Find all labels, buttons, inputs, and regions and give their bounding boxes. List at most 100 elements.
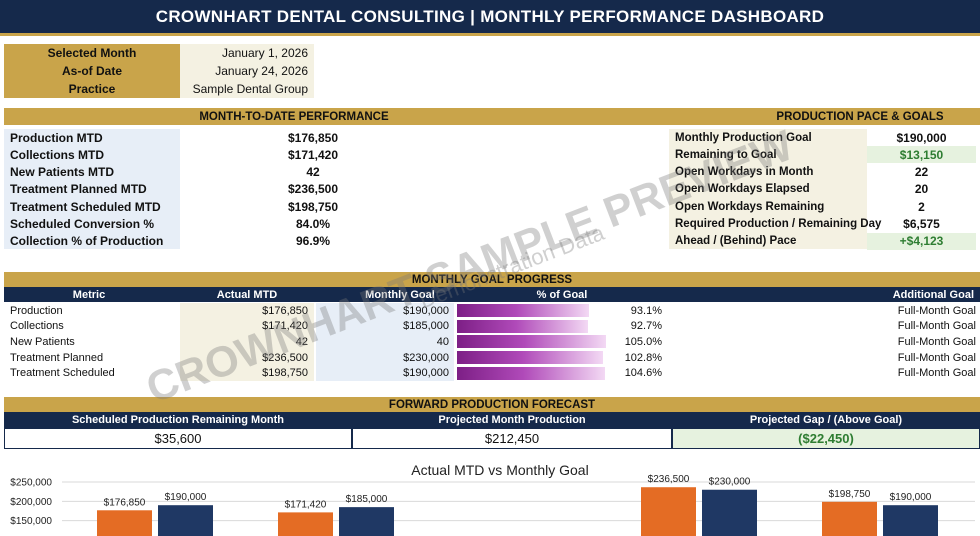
mtd-label-panel	[4, 129, 180, 249]
pace-row-value: 2	[918, 199, 925, 214]
forecast-title: FORWARD PRODUCTION FORECAST	[4, 397, 980, 412]
mtd-row-label: Collection % of Production	[10, 234, 164, 249]
goal-row-metric: Treatment Planned	[10, 351, 104, 364]
forecast-scheduled-value: $35,600	[4, 428, 352, 449]
goal-row-pct: 93.1%	[630, 304, 662, 317]
goal-column-fill	[316, 303, 454, 381]
pace-row-value: 20	[914, 182, 929, 197]
chart-bar-actual	[97, 510, 152, 536]
chart-bar-goal	[339, 507, 394, 536]
chart-bar-actual	[822, 501, 877, 536]
title-underline	[0, 33, 980, 36]
goal-row-actual: $171,420	[262, 320, 308, 333]
goal-row-goal: $190,000	[403, 304, 449, 317]
goal-row-actual: $198,750	[262, 367, 308, 380]
goal-row-metric: New Patients	[10, 335, 75, 348]
forecast-col-projected: Projected Month Production	[438, 414, 586, 426]
mtd-row-label: Treatment Scheduled MTD	[10, 199, 161, 214]
goal-row-goal: $185,000	[403, 320, 449, 333]
pace-row-label: Open Workdays Remaining	[675, 200, 825, 213]
goal-row-actual: $176,850	[262, 304, 308, 317]
pace-row-value: $6,575	[903, 217, 940, 231]
chart-title: Actual MTD vs Monthly Goal	[411, 462, 588, 478]
forecast-header	[4, 412, 980, 428]
goal-row-pct: 105.0%	[624, 335, 662, 348]
goal-row-additional: Full-Month Goal	[897, 367, 976, 380]
col-pct-of-goal: % of Goal	[536, 288, 588, 301]
goal-row-metric: Treatment Scheduled	[10, 367, 115, 380]
pace-row-label: Ahead / (Behind) Pace	[675, 235, 797, 248]
chart-data-label: $185,000	[346, 494, 388, 505]
forecast-projected-value: $212,450	[352, 428, 672, 449]
chart-y-tick-label: $150,000	[10, 516, 52, 527]
mtd-row-value: $198,750	[287, 199, 339, 214]
mtd-row-value: 84.0%	[295, 217, 331, 231]
pace-row-label: Required Production / Remaining Day	[675, 218, 882, 230]
pace-row-value: $13,150	[867, 146, 976, 164]
mtd-row-value: 96.9%	[295, 234, 331, 249]
goal-progress-bar	[457, 351, 603, 365]
mtd-row-label: Scheduled Conversion %	[10, 217, 155, 231]
mtd-row-label: Treatment Planned MTD	[10, 182, 147, 197]
chart-y-tick-label: $200,000	[10, 497, 52, 508]
actual-column-fill	[180, 303, 314, 381]
pace-row-value: 22	[914, 165, 929, 180]
pace-label-panel	[669, 129, 867, 249]
chart-data-label: $230,000	[709, 477, 751, 488]
goal-row-additional: Full-Month Goal	[897, 304, 976, 317]
mtd-row-label: New Patients MTD	[10, 165, 115, 180]
goal-row-pct: 104.6%	[624, 367, 662, 380]
forecast-gap-value: ($22,450)	[672, 428, 980, 449]
chart-bar-goal	[702, 489, 757, 536]
goal-progress-bar	[457, 319, 589, 333]
chart-data-label: $198,750	[829, 489, 871, 500]
chart-y-axis: $250,000$200,000$150,000$100,000	[10, 478, 52, 536]
pace-row-label: Remaining to Goal	[675, 148, 777, 161]
chart-bar-actual	[641, 487, 696, 536]
col-monthly-goal: Monthly Goal	[365, 288, 435, 301]
forecast-col-gap: Projected Gap / (Above Goal)	[749, 414, 903, 426]
chart-data-label: $171,420	[285, 499, 327, 510]
goal-row-metric: Collections	[10, 320, 64, 333]
goal-row-metric: Production	[10, 304, 63, 317]
goal-progress-bar	[457, 304, 590, 317]
pace-row-value: +$4,123	[867, 232, 976, 250]
pace-section-title: PRODUCTION PACE & GOALS	[776, 110, 944, 123]
goal-progress-bar	[457, 366, 606, 380]
mtd-row-value: 42	[306, 165, 320, 180]
goal-progress-bar	[457, 335, 606, 349]
info-value-as-of-date[interactable]: January 24, 2026	[180, 62, 314, 80]
section-header-band	[4, 108, 980, 125]
info-label-as-of-date: As-of Date	[4, 62, 180, 80]
goal-row-pct: 102.8%	[624, 351, 662, 364]
col-metric: Metric	[72, 288, 106, 301]
goal-row-actual: $236,500	[262, 351, 308, 364]
mtd-row-label: Collections MTD	[10, 147, 105, 162]
pace-row-label: Open Workdays Elapsed	[675, 183, 810, 196]
goal-progress-title: MONTHLY GOAL PROGRESS	[4, 272, 980, 287]
goal-row-additional: Full-Month Goal	[897, 320, 976, 333]
goal-row-additional: Full-Month Goal	[897, 351, 976, 364]
chart-data-label: $176,850	[104, 497, 146, 508]
mtd-section-title: MONTH-TO-DATE PERFORMANCE	[199, 110, 389, 123]
mtd-row-value: $236,500	[287, 182, 339, 197]
info-label-selected-month: Selected Month	[4, 44, 180, 62]
info-value-selected-month[interactable]: January 1, 2026	[180, 44, 314, 62]
goal-row-additional: Full-Month Goal	[897, 335, 976, 348]
mtd-row-value: $171,420	[287, 147, 339, 162]
mtd-row-value: $176,850	[287, 130, 339, 145]
info-value-practice[interactable]: Sample Dental Group	[180, 80, 314, 98]
info-label-practice: Practice	[4, 80, 180, 98]
goal-row-goal: 40	[436, 335, 449, 348]
chart-bar-actual	[278, 512, 333, 536]
col-actual-mtd: Actual MTD	[216, 288, 278, 301]
forecast-col-scheduled: Scheduled Production Remaining Month	[71, 414, 285, 426]
chart-data-label: $236,500	[648, 474, 690, 485]
dashboard-title: CROWNHART DENTAL CONSULTING | MONTHLY PE…	[0, 0, 980, 33]
goal-table-header	[4, 287, 980, 302]
chart-data-label: $190,000	[890, 492, 932, 503]
pace-row-value: $190,000	[896, 130, 947, 145]
mtd-row-label: Production MTD	[10, 130, 103, 145]
chart-bars: $176,850 $190,000 $171,420 $185,000 $236,500…	[97, 474, 938, 536]
goal-row-goal: $190,000	[403, 367, 449, 380]
